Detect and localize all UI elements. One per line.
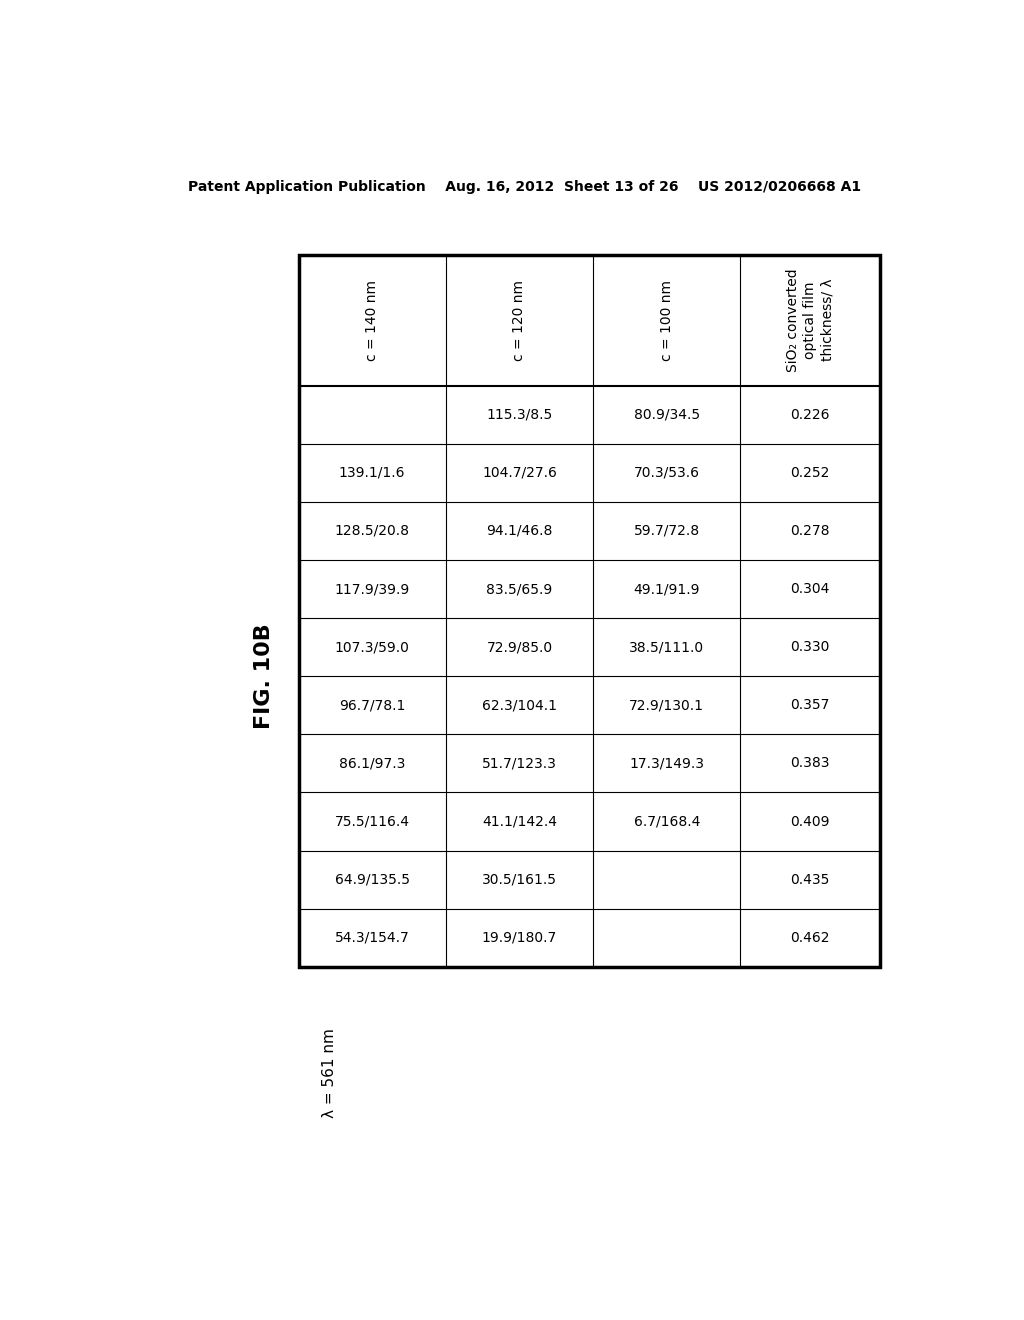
Text: 72.9/85.0: 72.9/85.0 xyxy=(486,640,553,655)
Text: FIG. 10B: FIG. 10B xyxy=(254,623,273,729)
Text: 59.7/72.8: 59.7/72.8 xyxy=(634,524,699,537)
Text: 117.9/39.9: 117.9/39.9 xyxy=(335,582,410,597)
Text: 96.7/78.1: 96.7/78.1 xyxy=(339,698,406,713)
Text: Patent Application Publication    Aug. 16, 2012  Sheet 13 of 26    US 2012/02066: Patent Application Publication Aug. 16, … xyxy=(188,180,861,194)
Text: 94.1/46.8: 94.1/46.8 xyxy=(486,524,553,537)
Text: 0.226: 0.226 xyxy=(791,408,829,421)
Text: c = 140 nm: c = 140 nm xyxy=(366,280,379,360)
Text: 0.383: 0.383 xyxy=(791,756,829,771)
Text: SiO₂ converted
optical film
thickness/ λ: SiO₂ converted optical film thickness/ λ xyxy=(785,268,835,372)
Text: 51.7/123.3: 51.7/123.3 xyxy=(482,756,557,771)
Text: 139.1/1.6: 139.1/1.6 xyxy=(339,466,406,479)
Text: c = 120 nm: c = 120 nm xyxy=(512,280,526,360)
Text: 0.435: 0.435 xyxy=(791,873,829,887)
Text: 83.5/65.9: 83.5/65.9 xyxy=(486,582,553,597)
Text: 107.3/59.0: 107.3/59.0 xyxy=(335,640,410,655)
Text: 0.278: 0.278 xyxy=(791,524,829,537)
Text: 64.9/135.5: 64.9/135.5 xyxy=(335,873,410,887)
Text: 17.3/149.3: 17.3/149.3 xyxy=(630,756,705,771)
Text: 70.3/53.6: 70.3/53.6 xyxy=(634,466,699,479)
Text: 0.357: 0.357 xyxy=(791,698,829,713)
Text: 30.5/161.5: 30.5/161.5 xyxy=(482,873,557,887)
Text: λ = 561 nm: λ = 561 nm xyxy=(322,1028,337,1118)
Text: 0.462: 0.462 xyxy=(791,931,829,945)
Text: 0.304: 0.304 xyxy=(791,582,829,597)
Text: 115.3/8.5: 115.3/8.5 xyxy=(486,408,553,421)
Text: 19.9/180.7: 19.9/180.7 xyxy=(482,931,557,945)
Bar xyxy=(299,255,880,966)
Text: 75.5/116.4: 75.5/116.4 xyxy=(335,814,410,829)
Text: 54.3/154.7: 54.3/154.7 xyxy=(335,931,410,945)
Text: 0.330: 0.330 xyxy=(791,640,829,655)
Text: 38.5/111.0: 38.5/111.0 xyxy=(629,640,705,655)
Text: 86.1/97.3: 86.1/97.3 xyxy=(339,756,406,771)
Text: 6.7/168.4: 6.7/168.4 xyxy=(634,814,700,829)
Text: 0.252: 0.252 xyxy=(791,466,829,479)
Text: c = 100 nm: c = 100 nm xyxy=(659,280,674,360)
Text: 72.9/130.1: 72.9/130.1 xyxy=(630,698,705,713)
Text: 80.9/34.5: 80.9/34.5 xyxy=(634,408,699,421)
Text: 41.1/142.4: 41.1/142.4 xyxy=(482,814,557,829)
Text: 62.3/104.1: 62.3/104.1 xyxy=(482,698,557,713)
Text: 128.5/20.8: 128.5/20.8 xyxy=(335,524,410,537)
Text: 0.409: 0.409 xyxy=(791,814,829,829)
Text: 49.1/91.9: 49.1/91.9 xyxy=(634,582,700,597)
Text: 104.7/27.6: 104.7/27.6 xyxy=(482,466,557,479)
